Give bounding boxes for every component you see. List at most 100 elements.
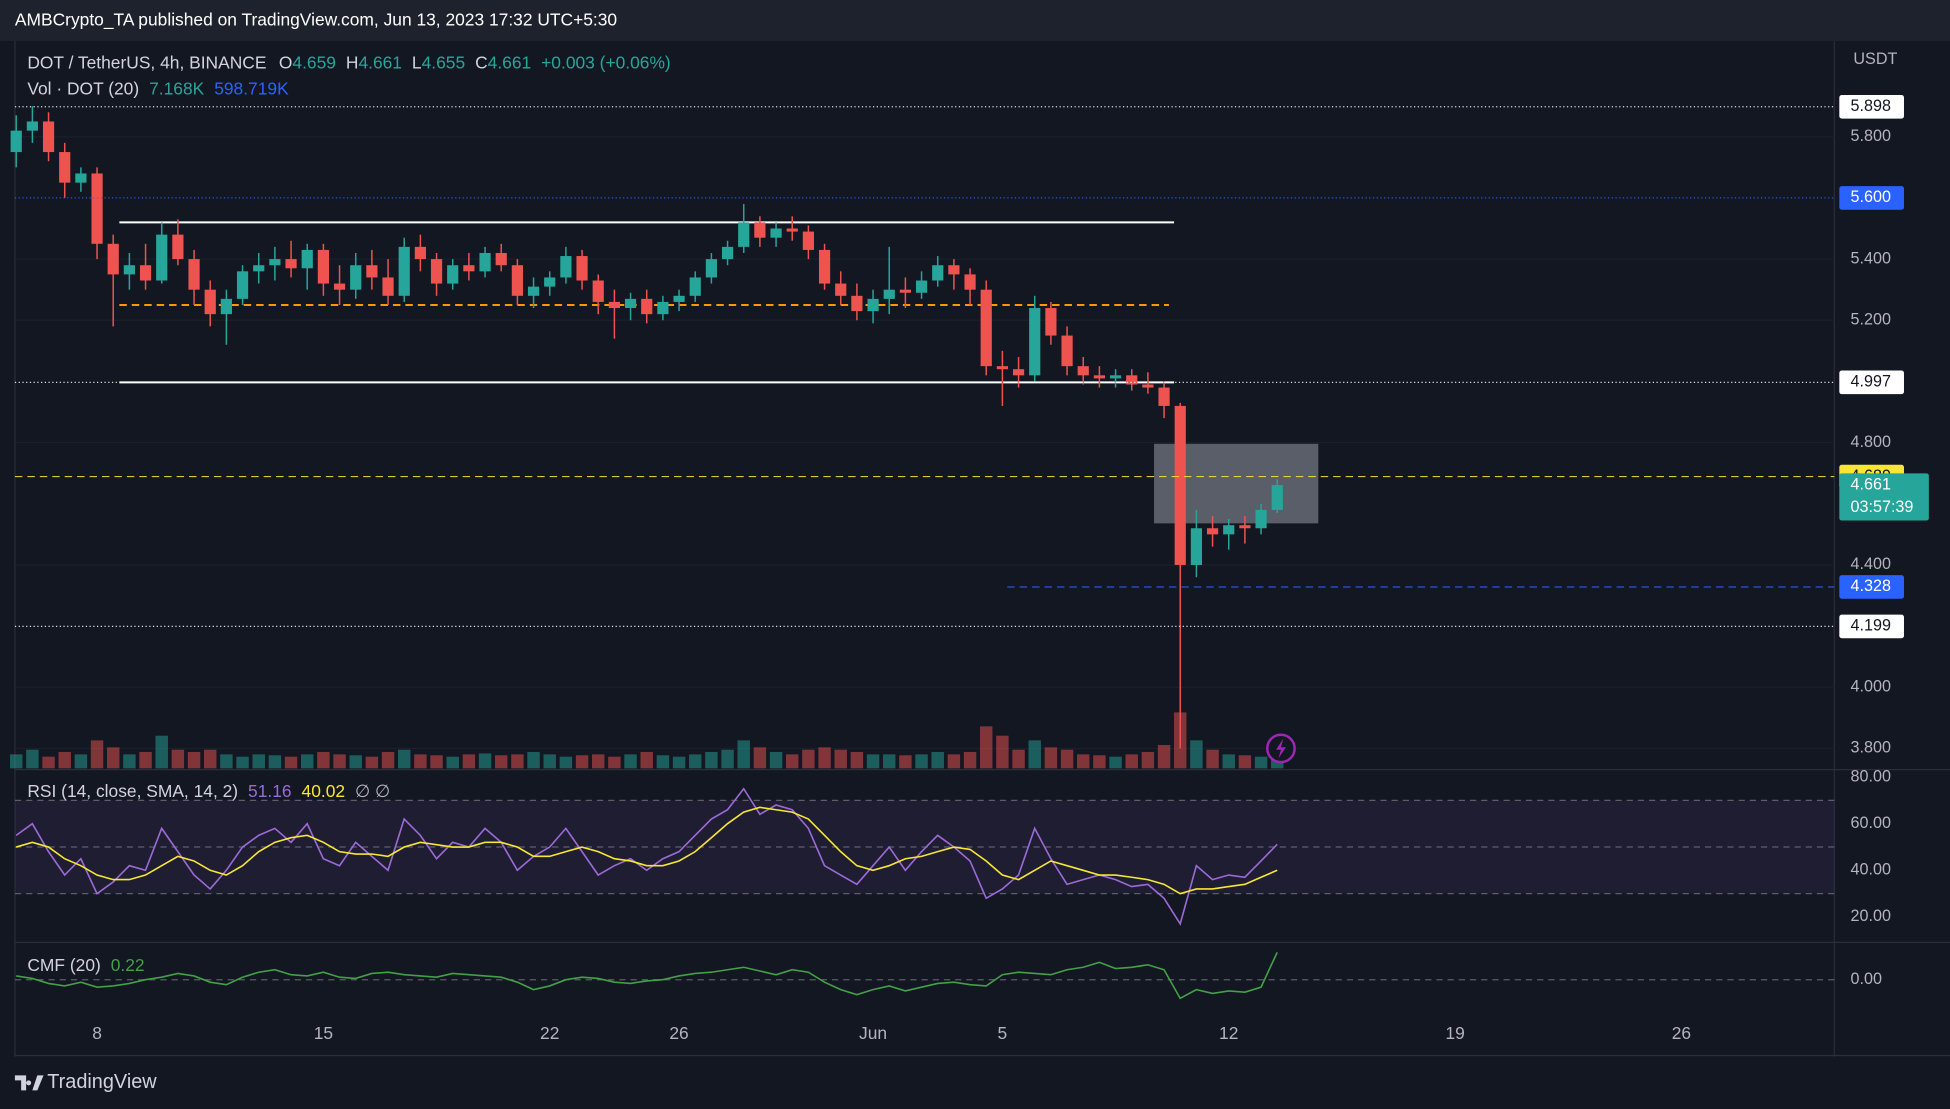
candle-body (1142, 384, 1154, 388)
volume-bar (478, 753, 492, 769)
candle-body (414, 246, 426, 260)
y-tick-label: 5.800 (1851, 127, 1891, 145)
price-label: 5.600 (1851, 188, 1891, 206)
candle-body (10, 130, 22, 153)
brand-name: TradingView (47, 1071, 157, 1093)
candle-body (301, 249, 313, 269)
y-tick-label: 5.400 (1851, 249, 1891, 267)
volume-bar (430, 755, 443, 769)
candle-body (867, 298, 879, 312)
volume-bar (398, 749, 411, 769)
candle-body (1109, 375, 1122, 379)
candle-body (899, 289, 911, 293)
volume-bar (1060, 749, 1074, 769)
volume-bar (462, 754, 476, 769)
legend: DOT / TetherUS, 4h, BINANCE O4.659 H4.661 L… (27, 52, 670, 72)
candle-body (1029, 308, 1041, 376)
volume-bar (947, 754, 961, 769)
volume-bar (139, 752, 152, 769)
volume-bar (171, 749, 185, 769)
volume-bar (414, 754, 427, 769)
volume-bar (559, 756, 573, 769)
candle-body (479, 252, 491, 272)
volume-ma: 598.719K (214, 78, 289, 98)
legend-key: H (346, 52, 359, 72)
volume-bar (1109, 756, 1122, 769)
legend-change: +0.003 (+0.06%) (541, 52, 671, 72)
candle-body (75, 173, 87, 183)
candle-body (770, 228, 782, 238)
volume-bar (818, 747, 831, 769)
candle-body (253, 265, 265, 272)
plot: 8 15 22 26 Jun 5 12 19 26 3.800 4.000 4.400 4.800 5.2… (9, 50, 1929, 1043)
x-tick-label: 12 (1219, 1023, 1238, 1043)
brand: TradingView (14, 1071, 157, 1093)
volume-bar (446, 756, 459, 769)
indicator-legend: RSI (14, close, SMA, 14, 2) 51.16 40.02 ∅ ∅ (27, 781, 390, 801)
candle-body (738, 222, 750, 247)
legend-value: 4.659 (292, 52, 336, 72)
volume-bar (381, 752, 395, 769)
published-note: AMBCrypto_TA published on TradingView.co… (15, 10, 617, 30)
volume-bar (866, 754, 880, 769)
indicator-value: 0.22 (111, 955, 145, 975)
volume-bar (656, 755, 670, 769)
y-tick-label: 3.800 (1851, 739, 1891, 757)
candle-body (608, 301, 620, 309)
y-tick-label: 5.200 (1851, 311, 1891, 329)
candle-body (430, 259, 443, 284)
candle-body (1255, 509, 1267, 529)
indicator-line (15, 787, 1278, 926)
volume-legend: Vol · DOT (20) 7.168K 598.719K (27, 78, 289, 98)
candle-body (996, 366, 1008, 370)
legend-value: 4.661 (358, 52, 402, 72)
volume-bar (511, 754, 524, 769)
volume-bar (850, 752, 864, 769)
volume-bar (624, 754, 637, 769)
candle-body (544, 277, 556, 287)
candle-body (447, 265, 459, 284)
candle-body (1061, 335, 1073, 367)
candle-body (398, 246, 410, 296)
candle-body (1223, 525, 1235, 535)
price-label-box (1839, 473, 1929, 521)
candle-body (107, 243, 119, 275)
volume-bar (495, 755, 508, 769)
x-tick-label: 22 (540, 1023, 559, 1043)
volume-bar (106, 747, 120, 769)
candle-body (59, 152, 71, 183)
volume-bar (931, 752, 944, 769)
candle-body (527, 286, 540, 296)
header-bar (0, 0, 1950, 42)
candle-body (350, 265, 362, 290)
legend-key: O (279, 52, 293, 72)
candle-body (1174, 405, 1186, 565)
candle-body (1190, 528, 1202, 565)
candle-body (915, 280, 928, 293)
candle-body (786, 228, 798, 232)
candle-body (1045, 308, 1057, 336)
y-tick-label: 0.00 (1851, 970, 1882, 988)
volume-value: 7.168K (149, 78, 205, 98)
candle-body (673, 295, 685, 302)
y-tick-label: 20.00 (1851, 907, 1891, 925)
volume-title: Vol · DOT (20) (27, 78, 139, 98)
volume-bar (365, 756, 379, 769)
volume-bar (268, 755, 282, 769)
alert-bolt (1275, 738, 1286, 759)
volume-bar (802, 749, 815, 769)
volume-bar (769, 752, 783, 769)
axis-unit: USDT (1853, 50, 1897, 68)
volume-bar (42, 756, 55, 769)
candle-body (624, 298, 637, 309)
volume-bar (9, 754, 23, 769)
candle-body (366, 265, 378, 278)
volume-bar (915, 754, 928, 769)
volume-bar (317, 752, 330, 769)
volume-bar (1028, 740, 1041, 769)
price-label-box (1839, 370, 1904, 395)
volume-bar (1077, 754, 1090, 769)
volume-bar (883, 754, 896, 769)
candle-body (948, 265, 960, 275)
